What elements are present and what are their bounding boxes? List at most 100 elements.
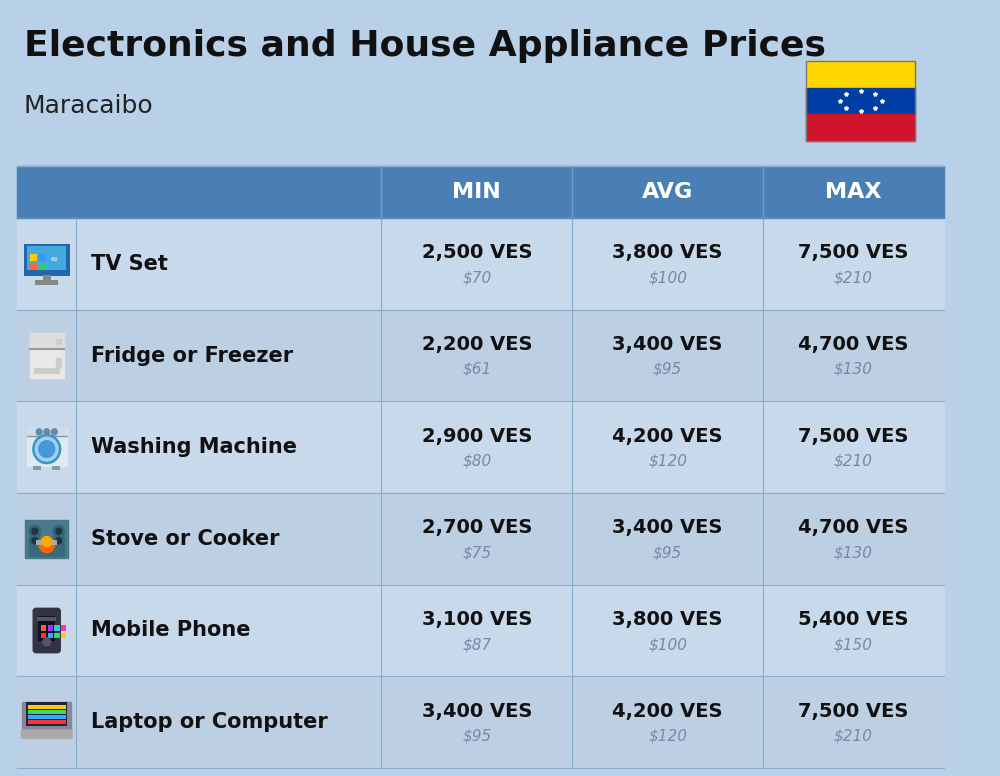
Bar (48, 625, 53, 631)
Bar (27, 246, 66, 270)
Bar (806, 88, 915, 114)
Circle shape (53, 535, 64, 547)
Bar (26, 702, 67, 726)
Text: Laptop or Computer: Laptop or Computer (91, 712, 327, 733)
Bar (52, 466, 60, 470)
Text: $95: $95 (653, 546, 682, 560)
Bar (806, 61, 915, 141)
Bar (29, 545, 64, 556)
Text: 2,700 VES: 2,700 VES (422, 518, 532, 537)
Text: $70: $70 (462, 270, 491, 286)
Bar (34, 368, 60, 374)
Circle shape (56, 528, 62, 534)
Text: $100: $100 (648, 637, 687, 652)
Bar (56, 358, 61, 367)
Text: Stove or Cooker: Stove or Cooker (91, 528, 279, 549)
Bar (28, 720, 66, 724)
Bar (54, 625, 60, 631)
Text: $210: $210 (834, 270, 873, 286)
Bar (17, 584, 944, 677)
Circle shape (32, 538, 38, 544)
Bar (17, 401, 944, 493)
Bar (39, 254, 45, 261)
Circle shape (53, 525, 64, 537)
Circle shape (39, 441, 55, 457)
Bar (61, 632, 66, 638)
Bar (17, 493, 944, 584)
Bar (806, 61, 915, 88)
Bar (17, 218, 944, 310)
Text: ≈: ≈ (50, 254, 59, 264)
Bar (36, 539, 57, 545)
Text: 2,500 VES: 2,500 VES (422, 244, 532, 262)
Text: 3,100 VES: 3,100 VES (422, 610, 532, 629)
Text: $61: $61 (462, 362, 491, 377)
Text: Electronics and House Appliance Prices: Electronics and House Appliance Prices (24, 29, 826, 63)
Text: MIN: MIN (452, 182, 501, 202)
Text: 7,500 VES: 7,500 VES (798, 427, 909, 445)
Bar (33, 466, 41, 470)
Circle shape (39, 536, 54, 553)
Bar (30, 254, 37, 261)
Circle shape (29, 535, 40, 547)
Bar (37, 617, 56, 622)
Text: $210: $210 (834, 454, 873, 469)
Bar (30, 333, 64, 348)
Bar (27, 428, 67, 435)
Circle shape (56, 538, 62, 544)
Text: $210: $210 (834, 729, 873, 743)
Bar (41, 625, 46, 631)
Circle shape (32, 528, 38, 534)
Text: $130: $130 (834, 362, 873, 377)
Circle shape (33, 435, 61, 463)
Bar (35, 280, 58, 285)
Bar (17, 310, 944, 401)
Circle shape (51, 429, 57, 435)
Text: 4,700 VES: 4,700 VES (798, 518, 909, 537)
Bar (22, 702, 71, 733)
FancyBboxPatch shape (21, 730, 72, 739)
Circle shape (43, 638, 51, 646)
Bar (28, 715, 66, 719)
Text: 4,200 VES: 4,200 VES (612, 427, 723, 445)
Bar (28, 705, 66, 709)
Circle shape (42, 536, 51, 546)
Text: 3,400 VES: 3,400 VES (612, 518, 723, 537)
Text: 7,500 VES: 7,500 VES (798, 702, 909, 721)
Text: 5,400 VES: 5,400 VES (798, 610, 909, 629)
Text: 7,500 VES: 7,500 VES (798, 244, 909, 262)
Text: Washing Machine: Washing Machine (91, 437, 297, 457)
Circle shape (36, 429, 42, 435)
FancyBboxPatch shape (33, 608, 60, 653)
Text: TV Set: TV Set (91, 254, 167, 274)
Bar (48, 632, 53, 638)
Bar (38, 616, 55, 641)
Text: 2,900 VES: 2,900 VES (422, 427, 532, 445)
Text: Maracaibo: Maracaibo (24, 94, 153, 118)
Text: 3,800 VES: 3,800 VES (612, 244, 723, 262)
Circle shape (29, 525, 40, 537)
Text: $120: $120 (648, 729, 687, 743)
Bar (17, 677, 944, 768)
Text: 4,700 VES: 4,700 VES (798, 335, 909, 354)
Bar (806, 114, 915, 141)
Text: $80: $80 (462, 454, 491, 469)
Bar (30, 333, 64, 378)
Text: Mobile Phone: Mobile Phone (91, 621, 250, 640)
Text: $100: $100 (648, 270, 687, 286)
Text: $130: $130 (834, 546, 873, 560)
Text: 4,200 VES: 4,200 VES (612, 702, 723, 721)
Bar (24, 244, 70, 275)
Bar (28, 710, 66, 715)
Text: $150: $150 (834, 637, 873, 652)
Text: $75: $75 (462, 546, 491, 560)
Bar (27, 428, 67, 466)
Text: 2,200 VES: 2,200 VES (422, 335, 532, 354)
Text: MAX: MAX (825, 182, 882, 202)
Text: 3,400 VES: 3,400 VES (422, 702, 532, 721)
Text: AVG: AVG (642, 182, 693, 202)
Bar (30, 263, 37, 270)
Text: $120: $120 (648, 454, 687, 469)
Bar (61, 625, 66, 631)
Text: $95: $95 (653, 362, 682, 377)
